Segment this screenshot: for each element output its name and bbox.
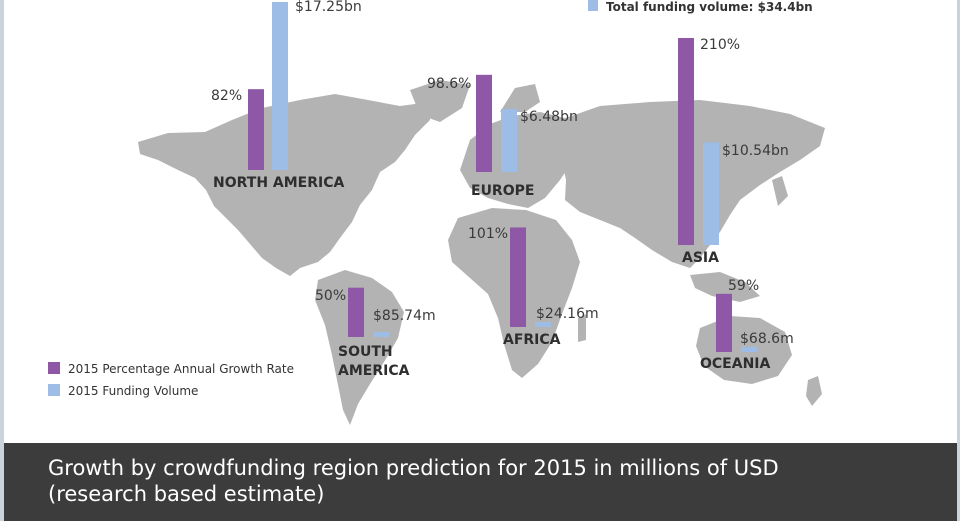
- bars-layer: [248, 2, 757, 352]
- bar-funding-asia: [703, 142, 719, 245]
- map-new-zealand: [806, 376, 822, 406]
- region-label-africa: AFRICA: [503, 332, 561, 348]
- region-label-asia: ASIA: [682, 250, 719, 266]
- growth-label-europe: 98.6%: [427, 76, 471, 92]
- map-greenland: [410, 80, 470, 122]
- map-japan: [772, 176, 788, 206]
- right-border: [957, 0, 960, 521]
- funding-label-africa: $24.16m: [536, 306, 599, 322]
- growth-label-oceania: 59%: [728, 278, 759, 294]
- bar-funding-africa: [535, 322, 551, 327]
- bar-funding-south-america: [373, 332, 389, 337]
- map-se-asia: [690, 272, 760, 302]
- caption-text: Growth by crowdfunding region prediction…: [48, 456, 779, 506]
- funding-label-south-america: $85.74m: [373, 308, 436, 324]
- growth-label-africa: 101%: [468, 226, 508, 242]
- funding-label-europe: $6.48bn: [520, 109, 578, 125]
- left-border: [0, 0, 4, 521]
- bar-growth-north-america: [248, 89, 264, 170]
- labels-layer: 82% $17.25bn NORTH AMERICA 98.6% $6.48bn EURO…: [211, 0, 794, 379]
- legend-label-growth: 2015 Percentage Annual Growth Rate: [68, 362, 294, 376]
- funding-label-oceania: $68.6m: [740, 331, 794, 347]
- total-funding-swatch: [588, 0, 598, 11]
- map-madagascar: [578, 314, 586, 342]
- legend-label-funding: 2015 Funding Volume: [68, 384, 198, 398]
- legend: 2015 Percentage Annual Growth Rate 2015 …: [48, 362, 294, 398]
- region-label-oceania: OCEANIA: [700, 356, 771, 372]
- region-label-line2-south-america: AMERICA: [338, 363, 410, 379]
- region-label-south-america: SOUTH: [338, 344, 393, 360]
- bar-funding-north-america: [272, 2, 288, 170]
- bar-growth-south-america: [348, 287, 364, 337]
- map-north-america: [138, 94, 430, 276]
- bar-growth-asia: [678, 38, 694, 245]
- growth-label-north-america: 82%: [211, 88, 242, 104]
- caption-bar: Growth by crowdfunding region prediction…: [4, 443, 957, 521]
- bar-growth-europe: [476, 74, 492, 172]
- region-label-europe: EUROPE: [471, 183, 534, 199]
- funding-label-asia: $10.54bn: [722, 143, 789, 159]
- bar-growth-africa: [510, 227, 526, 327]
- bar-growth-oceania: [716, 293, 732, 352]
- growth-label-south-america: 50%: [315, 288, 346, 304]
- funding-label-north-america: $17.25bn: [295, 0, 362, 15]
- growth-label-asia: 210%: [700, 37, 740, 53]
- legend-swatch-funding: [48, 384, 60, 396]
- total-funding-label: Total funding volume: $34.4bn: [606, 0, 813, 14]
- region-label-north-america: NORTH AMERICA: [213, 175, 345, 191]
- bar-funding-europe: [501, 108, 517, 172]
- legend-swatch-growth: [48, 362, 60, 374]
- bar-funding-oceania: [741, 347, 757, 352]
- map-south-america: [315, 270, 404, 425]
- map-scandinavia: [500, 84, 540, 112]
- chart-canvas: 82% $17.25bn NORTH AMERICA 98.6% $6.48bn EURO…: [48, 0, 825, 425]
